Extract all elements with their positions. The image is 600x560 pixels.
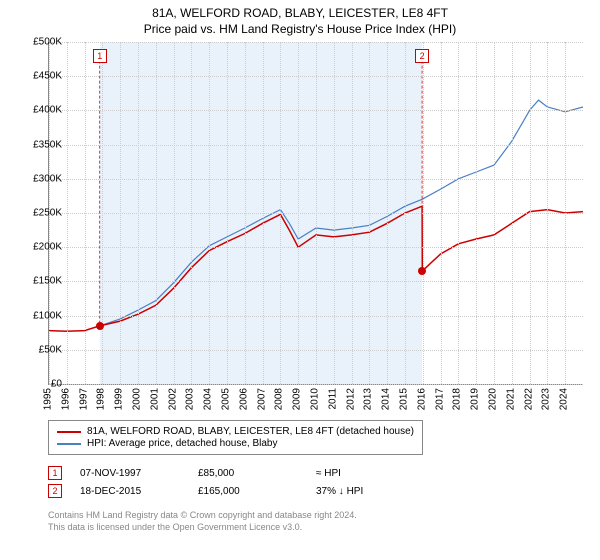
sale-date: 07-NOV-1997 (80, 468, 180, 479)
chart-subtitle: Price paid vs. HM Land Registry's House … (0, 22, 600, 36)
x-axis-label: 2011 (327, 388, 338, 410)
y-axis-label: £100K (22, 310, 62, 321)
x-axis-label: 2021 (505, 388, 516, 410)
x-axis-label: 1996 (60, 388, 71, 410)
sale-marker-dot (418, 267, 426, 275)
x-axis-label: 2023 (541, 388, 552, 410)
x-axis-label: 2014 (381, 388, 392, 410)
y-axis-label: £400K (22, 105, 62, 116)
sale-row: 2 18-DEC-2015 £165,000 37% ↓ HPI (48, 484, 416, 498)
x-axis-label: 2010 (310, 388, 321, 410)
chart-title-address: 81A, WELFORD ROAD, BLABY, LEICESTER, LE8… (0, 6, 600, 20)
chart-container: 81A, WELFORD ROAD, BLABY, LEICESTER, LE8… (0, 0, 600, 560)
sale-price: £85,000 (198, 468, 298, 479)
footer-line: Contains HM Land Registry data © Crown c… (48, 510, 357, 522)
x-axis-label: 2001 (149, 388, 160, 410)
legend-label: 81A, WELFORD ROAD, BLABY, LEICESTER, LE8… (87, 426, 414, 437)
y-axis-label: £500K (22, 37, 62, 48)
x-axis-label: 2008 (274, 388, 285, 410)
y-axis-label: £350K (22, 139, 62, 150)
sale-marker: 1 (48, 466, 62, 480)
x-axis-label: 2012 (345, 388, 356, 410)
sale-vs-hpi: 37% ↓ HPI (316, 486, 416, 497)
x-axis-label: 1997 (78, 388, 89, 410)
x-axis-label: 2016 (416, 388, 427, 410)
sale-marker-dot (96, 322, 104, 330)
x-axis-label: 2020 (488, 388, 499, 410)
x-axis-label: 2005 (221, 388, 232, 410)
sale-marker-box: 2 (415, 49, 429, 63)
footer-line: This data is licensed under the Open Gov… (48, 522, 357, 534)
x-axis-label: 1999 (114, 388, 125, 410)
footer-attribution: Contains HM Land Registry data © Crown c… (48, 510, 357, 533)
x-axis-label: 2000 (132, 388, 143, 410)
legend-item-property: 81A, WELFORD ROAD, BLABY, LEICESTER, LE8… (57, 426, 414, 437)
sales-table: 1 07-NOV-1997 £85,000 ≈ HPI 2 18-DEC-201… (48, 462, 416, 502)
x-axis-label: 2006 (238, 388, 249, 410)
x-axis-label: 2017 (434, 388, 445, 410)
legend-swatch (57, 443, 81, 445)
x-axis-label: 2007 (256, 388, 267, 410)
sale-row: 1 07-NOV-1997 £85,000 ≈ HPI (48, 466, 416, 480)
x-axis-label: 2009 (292, 388, 303, 410)
legend-swatch (57, 431, 81, 433)
x-axis-label: 2013 (363, 388, 374, 410)
y-axis-label: £200K (22, 242, 62, 253)
title-block: 81A, WELFORD ROAD, BLABY, LEICESTER, LE8… (0, 0, 600, 36)
sale-date: 18-DEC-2015 (80, 486, 180, 497)
sale-price: £165,000 (198, 486, 298, 497)
x-axis-label: 2004 (203, 388, 214, 410)
x-axis-label: 2022 (523, 388, 534, 410)
x-axis-label: 2003 (185, 388, 196, 410)
x-axis-label: 2024 (559, 388, 570, 410)
sale-marker: 2 (48, 484, 62, 498)
sale-vs-hpi: ≈ HPI (316, 468, 416, 479)
legend-label: HPI: Average price, detached house, Blab… (87, 438, 278, 449)
chart-plot-area: 12 (48, 42, 583, 385)
x-axis-label: 2018 (452, 388, 463, 410)
x-axis-label: 2015 (399, 388, 410, 410)
x-axis-label: 1998 (96, 388, 107, 410)
sale-marker-box: 1 (93, 49, 107, 63)
y-axis-label: £250K (22, 208, 62, 219)
x-axis-label: 2002 (167, 388, 178, 410)
y-axis-label: £300K (22, 173, 62, 184)
legend: 81A, WELFORD ROAD, BLABY, LEICESTER, LE8… (48, 420, 423, 455)
x-axis-label: 1995 (43, 388, 54, 410)
y-axis-label: £450K (22, 71, 62, 82)
legend-item-hpi: HPI: Average price, detached house, Blab… (57, 438, 414, 449)
y-axis-label: £50K (22, 344, 62, 355)
y-axis-label: £150K (22, 276, 62, 287)
x-axis-label: 2019 (470, 388, 481, 410)
